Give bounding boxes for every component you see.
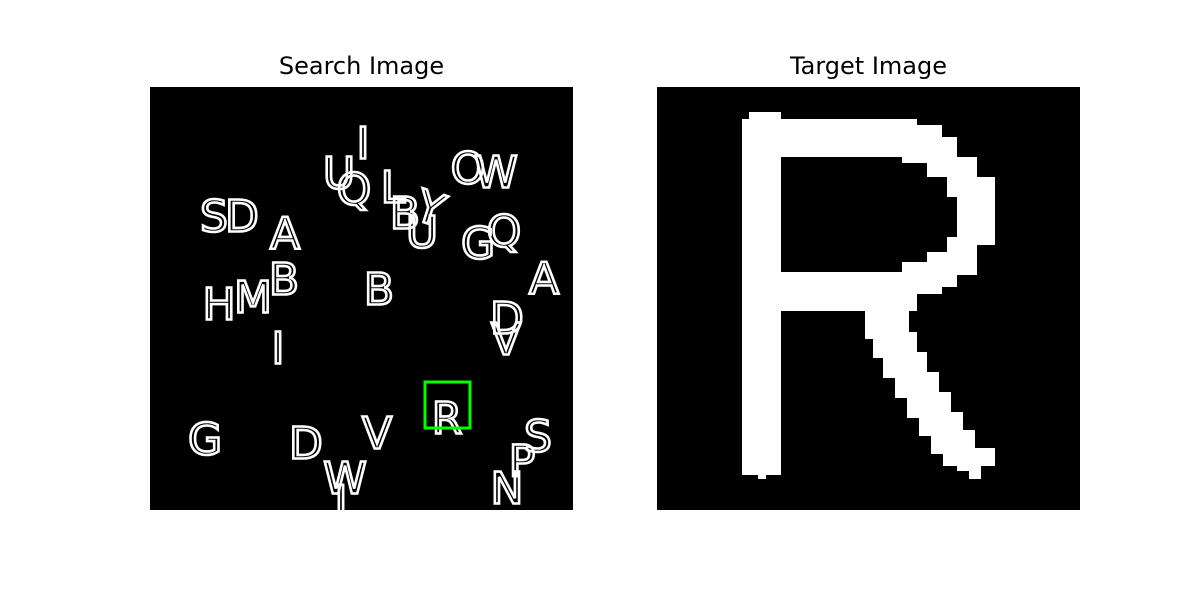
search-letter-v: V — [362, 409, 392, 460]
search-letter-h: H — [202, 280, 235, 331]
search-letter-g: G — [461, 219, 495, 270]
search-letter-a: A — [270, 209, 300, 260]
search-letter-q: Q — [487, 207, 522, 258]
target-letter-r — [742, 112, 995, 479]
target-image-canvas — [742, 112, 995, 479]
search-letter-l: L — [381, 163, 406, 214]
search-letter-i: I — [272, 324, 285, 375]
search-letter-b: B — [269, 255, 299, 306]
search-letter-q: Q — [337, 165, 372, 216]
search-letter-v: V — [491, 315, 521, 366]
search-letter-d: D — [225, 192, 259, 243]
search-letter-i: I — [357, 119, 370, 170]
search-letter-a: A — [529, 254, 559, 305]
search-letter-o: O — [451, 144, 486, 195]
search-letter-g: G — [188, 415, 222, 466]
search-letter-u: U — [323, 149, 355, 200]
search-letter-d: D — [289, 419, 323, 470]
search-letter-r: R — [432, 394, 463, 445]
match-bounding-box — [423, 380, 472, 430]
search-letter-j: J — [332, 477, 348, 511]
search-letter-u: U — [406, 208, 438, 259]
search-letter-m: M — [234, 273, 272, 324]
target-image-title: Target Image — [789, 52, 948, 80]
search-letter-b: B — [364, 265, 394, 316]
search-letter-d: D — [490, 294, 524, 345]
search-letter-s: S — [524, 412, 552, 463]
search-letter-n: N — [491, 464, 524, 511]
search-letter-s: S — [200, 192, 228, 243]
search-letter-p: P — [509, 437, 536, 488]
target-image-panel — [657, 87, 1080, 510]
search-image-title: Search Image — [278, 52, 445, 80]
search-letter-b: B — [390, 189, 420, 240]
search-letter-w: W — [323, 454, 367, 505]
search-letter-w: W — [474, 148, 518, 199]
